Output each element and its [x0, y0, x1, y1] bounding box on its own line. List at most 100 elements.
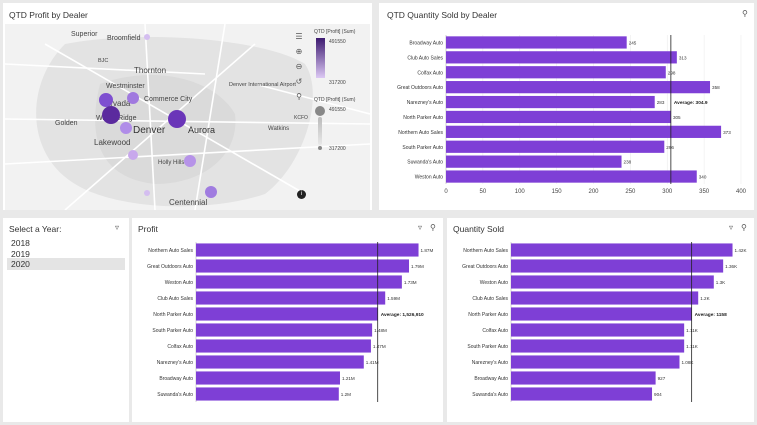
map-label-bjc: BJC	[98, 58, 108, 64]
dealer-bubble[interactable]	[184, 155, 196, 167]
dealer-bubble[interactable]	[102, 106, 120, 124]
x-tick-label: 200	[588, 189, 599, 195]
category-label: Great Outdoors Auto	[147, 264, 193, 270]
data-label: 904	[654, 392, 662, 397]
bar	[446, 110, 671, 124]
profit-panel-title: Profit	[138, 224, 158, 234]
lightbulb-icon[interactable]: ⚲	[741, 223, 747, 232]
dealer-bubble[interactable]	[120, 122, 132, 134]
legend-color-ramp	[316, 38, 325, 78]
map-label-superior: Superior	[71, 31, 98, 38]
zoom-in-icon[interactable]: ⊕	[295, 47, 303, 56]
dealer-bubble[interactable]	[144, 190, 150, 196]
bar	[446, 66, 666, 79]
data-label: 1.2M	[341, 392, 351, 397]
category-label: North Parker Auto	[468, 312, 508, 318]
map-label-holly-hills: Holly Hills	[158, 160, 184, 166]
search-icon[interactable]: ⚲	[296, 92, 302, 101]
bar	[511, 243, 733, 257]
x-tick-label: 100	[515, 189, 526, 195]
dealer-bubble[interactable]	[99, 93, 113, 107]
dealer-bubbles[interactable]	[99, 34, 217, 198]
data-label: 358	[712, 85, 720, 90]
x-tick-label: 300	[662, 189, 673, 195]
category-label: South Parker Auto	[152, 328, 193, 334]
category-label: Weston Auto	[165, 280, 193, 286]
bar	[511, 323, 685, 337]
x-tick-label: 150	[552, 189, 563, 195]
data-label: 1.42K	[735, 248, 748, 253]
average-label: Average: 1158	[695, 312, 727, 318]
category-label: South Parker Auto	[402, 145, 443, 151]
qty-by-dealer-chart: 0 50 100 150 200 250 300 350 400 Broadway Auto 245…	[397, 35, 747, 195]
bar	[446, 125, 722, 138]
category-label: Suwanda's Auto	[407, 160, 443, 166]
bar	[511, 307, 692, 321]
map-label-arvada: Arvada	[105, 99, 131, 108]
bar	[511, 355, 680, 369]
info-icon[interactable]: i	[297, 190, 306, 199]
data-label: 1.08K	[681, 360, 694, 365]
bar	[446, 95, 655, 109]
dealer-bubble[interactable]	[144, 34, 150, 40]
lightbulb-icon[interactable]: ⚲	[742, 9, 748, 18]
dealer-bubble[interactable]	[168, 110, 186, 128]
bar	[511, 339, 685, 353]
category-label: Broadway Auto	[409, 40, 443, 46]
category-label: Suwanda's Auto	[472, 392, 508, 398]
bar	[446, 170, 697, 183]
year-option-2019[interactable]: 2019	[11, 249, 30, 259]
category-label: Narezney's Auto	[407, 100, 443, 106]
category-label: South Parker Auto	[467, 344, 508, 350]
map-label-westminster: Westminster	[106, 83, 145, 90]
data-label: 1.3K	[716, 280, 726, 285]
legend-color-title: QTD [Profit] (Sum)	[314, 29, 356, 35]
map-label-centennial: Centennial	[169, 198, 207, 207]
map-svg[interactable]: Superior Broomfield BJC Thornton Westmin…	[5, 24, 370, 210]
map-panel-title: QTD Profit by Dealer	[9, 10, 88, 20]
bar	[196, 355, 364, 369]
dealer-bubble[interactable]	[128, 150, 138, 160]
data-label: 1.41M	[366, 360, 379, 365]
data-label: 298	[668, 70, 676, 75]
map-legend: QTD [Profit] (Sum) 491550 317200 QTD [Pr…	[312, 29, 372, 159]
category-label: Weston Auto	[415, 175, 443, 181]
bar	[196, 339, 371, 353]
roads	[5, 24, 370, 210]
bar	[446, 36, 627, 49]
category-label: North Parker Auto	[153, 312, 193, 318]
quantity-sold-panel-title: Quantity Sold	[453, 224, 505, 234]
filter-icon[interactable]: ▿	[418, 223, 423, 232]
category-label: Northern Auto Sales	[463, 248, 508, 254]
dealer-bubble[interactable]	[205, 186, 217, 198]
legend-size-title: QTD [Profit] (Sum)	[314, 97, 356, 103]
data-label: 1.2K	[700, 296, 710, 301]
data-label: 1.73M	[404, 280, 417, 285]
year-option-2018[interactable]: 2018	[11, 238, 30, 248]
data-label: 1.21M	[342, 376, 355, 381]
data-label: 1.11K	[686, 344, 699, 349]
zoom-out-icon[interactable]: ⊖	[295, 62, 303, 71]
bar	[511, 387, 653, 401]
dealer-bubble[interactable]	[127, 92, 139, 104]
filter-icon[interactable]: ▿	[115, 223, 120, 232]
legend-size-max: 491550	[329, 107, 346, 113]
lightbulb-icon[interactable]: ⚲	[430, 223, 436, 232]
category-label: Colfax Auto	[167, 344, 193, 350]
year-panel-title: Select a Year:	[9, 224, 62, 234]
quantity-sold-panel: Quantity Sold ▿ ⚲ Northern Auto Sales 1.4…	[447, 218, 754, 422]
category-label: Club Auto Sales	[472, 296, 508, 302]
year-option-2020[interactable]: 2020	[7, 258, 125, 270]
filter-icon[interactable]: ▿	[729, 223, 734, 232]
x-tick-label: 0	[444, 189, 448, 195]
map-label-lakewood: Lakewood	[94, 138, 130, 147]
category-label: Broadway Auto	[159, 376, 193, 382]
reset-icon[interactable]: ↺	[295, 77, 303, 86]
legend-color-max: 491550	[329, 39, 346, 45]
layers-icon[interactable]: ☰	[295, 32, 303, 41]
map-canvas[interactable]: Superior Broomfield BJC Thornton Westmin…	[5, 24, 370, 210]
bar	[446, 51, 677, 64]
bar	[511, 259, 724, 273]
qty-panel-title: QTD Quantity Sold by Dealer	[387, 10, 498, 20]
category-label: Colfax Auto	[482, 328, 508, 334]
